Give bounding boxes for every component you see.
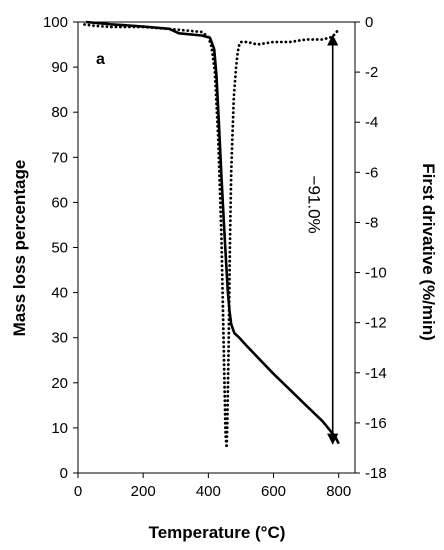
y-right-tick-label: -8 (365, 214, 378, 231)
y-left-tick-label: 60 (51, 194, 68, 211)
y-right-tick-label: -2 (365, 64, 378, 81)
y-right-tick-label: -10 (365, 265, 387, 282)
x-tick-label: 800 (326, 483, 351, 500)
y-right-tick-label: -14 (365, 365, 387, 382)
mass-loss-annotation: −91.0% (305, 176, 324, 234)
y-left-tick-label: 90 (51, 59, 68, 76)
y-right-tick-label: -18 (365, 465, 387, 482)
x-tick-label: 200 (131, 483, 156, 500)
x-tick-label: 400 (196, 483, 221, 500)
y-left-tick-label: 70 (51, 149, 68, 166)
y-right-tick-label: -6 (365, 164, 378, 181)
y-right-tick-label: 0 (365, 14, 373, 31)
y-left-tick-label: 100 (43, 14, 68, 31)
y-axis-right-title: First drivative (%/min) (419, 163, 438, 341)
y-left-tick-label: 30 (51, 330, 68, 347)
x-axis-title: Temperature (°C) (149, 523, 286, 542)
y-left-tick-label: 0 (60, 465, 68, 482)
y-right-tick-label: -12 (365, 315, 387, 332)
derivative-series-line (83, 23, 341, 450)
mass-loss-series-line (85, 20, 340, 445)
y-left-tick-label: 40 (51, 285, 68, 302)
y-left-tick-label: 50 (51, 240, 68, 257)
y-left-tick-label: 20 (51, 375, 68, 392)
y-left-tick-label: 10 (51, 420, 68, 437)
x-tick-label: 600 (261, 483, 286, 500)
y-axis-left-title: Mass loss percentage (10, 160, 29, 337)
panel-label: a (96, 51, 105, 68)
y-right-tick-label: -16 (365, 415, 387, 432)
y-left-tick-label: 80 (51, 104, 68, 121)
x-tick-label: 0 (74, 483, 82, 500)
y-right-tick-label: -4 (365, 114, 378, 131)
